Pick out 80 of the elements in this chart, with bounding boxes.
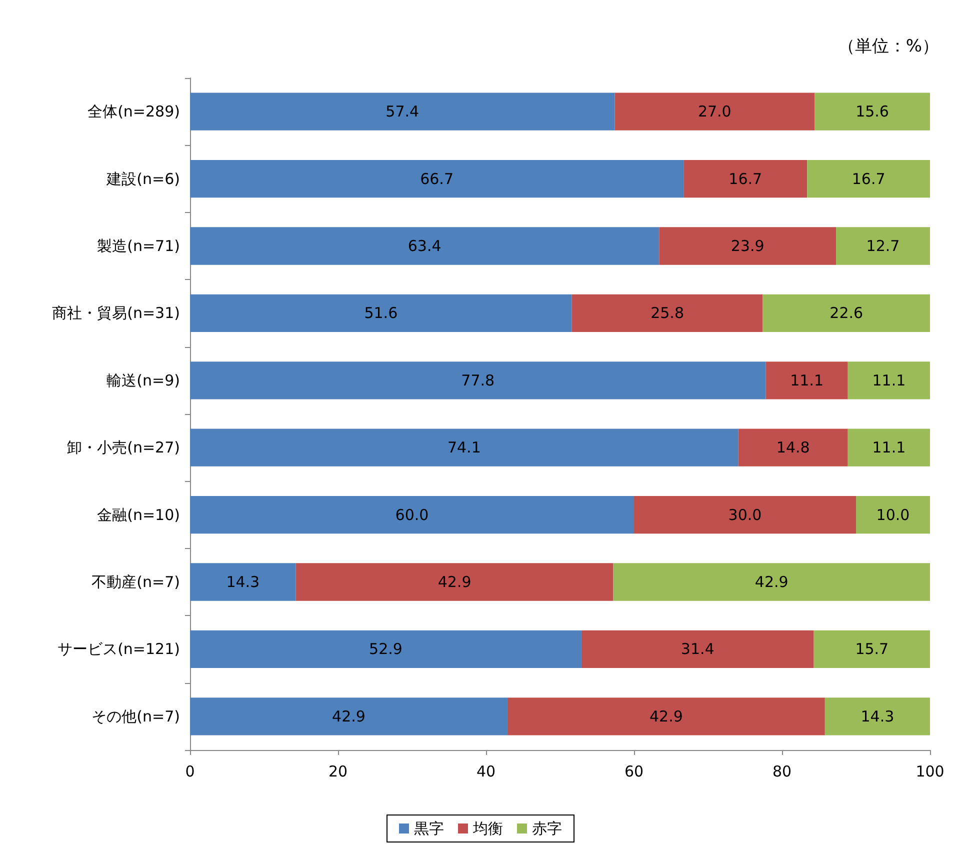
y-tick-label: 全体(n=289) bbox=[88, 102, 180, 121]
bar bbox=[634, 496, 856, 534]
y-tick-label: その他(n=7) bbox=[92, 707, 180, 726]
bar bbox=[848, 428, 930, 466]
bar bbox=[836, 227, 930, 265]
data-label: 15.6 bbox=[856, 102, 889, 121]
bar bbox=[766, 362, 848, 400]
y-tick-label: 建設(n=6) bbox=[106, 170, 180, 188]
y-tick-label: 製造(n=71) bbox=[97, 237, 180, 255]
data-label: 14.3 bbox=[860, 707, 894, 726]
bar bbox=[807, 160, 930, 198]
bar bbox=[814, 630, 930, 668]
data-label: 15.7 bbox=[855, 640, 889, 658]
data-label: 12.7 bbox=[866, 237, 900, 255]
y-tick-label: 商社・貿易(n=31) bbox=[52, 304, 180, 322]
legend-label: 均衡 bbox=[472, 820, 503, 838]
data-label: 60.0 bbox=[395, 506, 429, 524]
data-label: 42.9 bbox=[332, 707, 366, 726]
data-label: 23.9 bbox=[730, 237, 764, 255]
legend-label: 黒字 bbox=[414, 820, 444, 838]
data-label: 11.1 bbox=[872, 438, 906, 457]
bar bbox=[190, 160, 684, 198]
data-label: 16.7 bbox=[728, 170, 762, 188]
text: （単位：%） bbox=[838, 36, 940, 56]
data-label: 63.4 bbox=[408, 237, 442, 255]
data-label: 16.7 bbox=[852, 170, 886, 188]
bar bbox=[572, 294, 763, 332]
data-label: 14.8 bbox=[776, 438, 810, 457]
data-label: 57.4 bbox=[386, 102, 420, 121]
data-label: 25.8 bbox=[650, 304, 684, 322]
bar bbox=[824, 698, 930, 736]
data-label: 31.4 bbox=[680, 640, 714, 658]
data-label: 74.1 bbox=[447, 438, 481, 457]
x-tick-label: 80 bbox=[772, 762, 792, 780]
data-label: 11.1 bbox=[872, 371, 906, 390]
data-label: 66.7 bbox=[420, 170, 454, 188]
data-label: 42.9 bbox=[438, 573, 472, 591]
data-label: 10.0 bbox=[876, 506, 910, 524]
data-label: 77.8 bbox=[461, 371, 495, 390]
bar bbox=[190, 563, 296, 601]
y-tick-label: サービス(n=121) bbox=[58, 640, 180, 658]
y-tick-label: 金融(n=10) bbox=[97, 506, 180, 524]
bar bbox=[738, 428, 848, 466]
data-label: 51.6 bbox=[364, 304, 398, 322]
data-label: 22.6 bbox=[830, 304, 864, 322]
bar bbox=[581, 630, 814, 668]
data-label: 27.0 bbox=[698, 102, 732, 121]
bar bbox=[848, 362, 930, 400]
legend-label: 赤字 bbox=[532, 820, 562, 838]
bar bbox=[659, 227, 836, 265]
data-label: 42.9 bbox=[649, 707, 683, 726]
bar bbox=[684, 160, 808, 198]
bar bbox=[190, 362, 766, 400]
data-label: 14.3 bbox=[226, 573, 260, 591]
data-label: 52.9 bbox=[369, 640, 402, 658]
bar bbox=[190, 227, 660, 265]
x-tick-label: 100 bbox=[916, 762, 944, 780]
bar bbox=[614, 92, 815, 130]
bar bbox=[190, 428, 738, 466]
bar bbox=[613, 563, 930, 601]
bar bbox=[190, 92, 615, 130]
bar bbox=[296, 563, 614, 601]
bar bbox=[190, 630, 582, 668]
x-tick-label: 40 bbox=[476, 762, 496, 780]
bar bbox=[814, 92, 930, 130]
bar bbox=[190, 496, 634, 534]
bar bbox=[507, 698, 825, 736]
x-tick-label: 20 bbox=[328, 762, 348, 780]
x-tick-label: 60 bbox=[624, 762, 644, 780]
bar bbox=[190, 698, 508, 736]
data-label: 42.9 bbox=[754, 573, 788, 591]
y-tick-label: 卸・小売(n=27) bbox=[67, 438, 180, 457]
bar bbox=[856, 496, 930, 534]
data-label: 11.1 bbox=[790, 371, 824, 390]
data-label: 30.0 bbox=[728, 506, 762, 524]
bar bbox=[190, 294, 572, 332]
bar bbox=[762, 294, 930, 332]
y-tick-label: 輸送(n=9) bbox=[106, 371, 180, 390]
x-tick-label: 0 bbox=[185, 762, 195, 780]
y-tick-label: 不動産(n=7) bbox=[92, 573, 180, 591]
